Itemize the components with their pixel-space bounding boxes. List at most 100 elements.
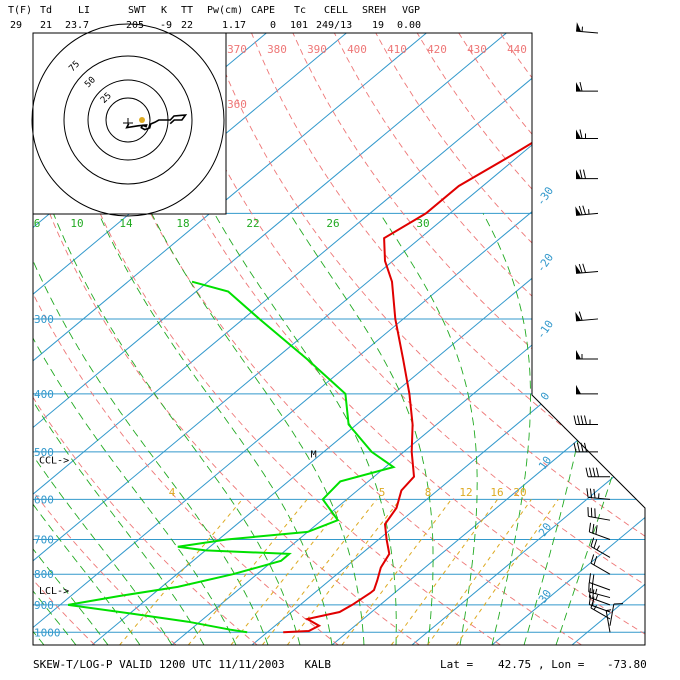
wind-barb: [609, 603, 624, 626]
mixing-ratio-label: 4: [169, 486, 176, 499]
wind-barb-tick: [578, 311, 583, 321]
hdr-td-value: 21: [40, 20, 53, 31]
wind-barb-tick: [589, 488, 593, 498]
hdr-tc-value: 101: [290, 20, 309, 31]
mixing-ratio-label: 5: [379, 486, 386, 499]
wind-barb-staff: [589, 596, 611, 606]
wind-barb-staff: [589, 604, 611, 613]
moist-adiabat: [523, 213, 597, 645]
hdr-swt-value: 205: [126, 20, 145, 31]
wind-barb: [576, 129, 598, 140]
isotherm-line: [33, 33, 427, 645]
dry-adiabat-label: 420: [427, 43, 447, 56]
wind-barb: [585, 467, 610, 478]
wind-barb-tick: [582, 205, 587, 215]
pressure-tick-label: 400: [34, 388, 54, 401]
wind-barb-half-tick: [593, 605, 597, 610]
mixing-ratio-line: [187, 499, 308, 645]
moist-adiabat: [0, 384, 12, 645]
dry-adiabat: [333, 33, 645, 645]
dry-adiabat: [375, 33, 645, 645]
wind-barb-tick: [592, 596, 595, 606]
footer-lon-value: -73.80: [607, 658, 647, 671]
wind-barb-tick: [573, 442, 577, 453]
isotherm-line: [171, 33, 645, 645]
pressure-tick-label: 500: [34, 446, 54, 459]
dry-adiabat-label: 380: [267, 43, 287, 56]
wind-barb-tick: [579, 129, 583, 139]
dry-adiabat: [33, 33, 258, 645]
wind-barb-tick: [588, 522, 592, 533]
moist-adiabat-label: 6: [34, 217, 41, 230]
hodograph-ring: [31, 23, 225, 217]
wind-barb-half-tick: [595, 588, 598, 594]
isotherm-label: 0: [538, 390, 552, 403]
wind-barb: [586, 488, 611, 500]
hdr-cape-value: 0: [270, 20, 277, 31]
wind-barb-tick: [593, 539, 598, 549]
wind-barb-flag: [576, 169, 581, 179]
wind-barb-tick: [577, 442, 580, 453]
level-marker-label: CCL->: [39, 456, 69, 467]
moist-adiabat-label: 22: [246, 217, 259, 230]
wind-barb-flag: [576, 82, 581, 92]
pressure-tick-label: 300: [34, 313, 54, 326]
mixing-ratio-line: [286, 499, 401, 645]
mixing-ratio-label: 20: [513, 486, 526, 499]
hdr-sreh-value: 19: [372, 20, 385, 31]
wind-barb: [588, 582, 611, 599]
dry-adiabat: [458, 33, 645, 645]
hodograph-ring: [105, 97, 151, 143]
moist-adiabat: [98, 213, 333, 645]
hdr-li-label: LI: [78, 5, 91, 16]
wind-barb-tick: [590, 554, 595, 564]
hdr-k-label: K: [161, 5, 168, 16]
dry-adiabat-label: 360: [227, 98, 247, 111]
isotherm-line: [91, 33, 645, 645]
hodograph-trace: [125, 114, 188, 131]
isotherm-line: [652, 33, 680, 645]
dry-adiabat: [292, 33, 645, 645]
hdr-sreh-label: SREH: [362, 5, 387, 16]
wind-barb-tick: [592, 589, 595, 599]
pressure-tick-label: 1000: [34, 626, 61, 639]
isotherm-line: [331, 33, 645, 645]
wind-barb-tick: [590, 537, 595, 547]
hdr-td-label: Td: [40, 5, 53, 16]
wind-barb-tick: [580, 442, 584, 453]
wind-barb-tick: [573, 415, 577, 425]
moist-adiabat: [33, 335, 109, 645]
isotherm-label: -20: [534, 251, 556, 275]
mixing-ratio-line: [455, 499, 559, 645]
dry-adiabat: [416, 33, 645, 645]
wind-barb-staff: [609, 603, 615, 626]
wind-barb-tick: [589, 467, 592, 477]
isotherm-line: [491, 33, 645, 645]
wind-barb-tick: [582, 263, 587, 273]
hdr-pw-value: 1.17: [222, 20, 247, 31]
dry-adiabat-label: 370: [227, 43, 247, 56]
wind-barb-staff: [588, 515, 611, 521]
moist-adiabat-label: 30: [416, 217, 429, 230]
dry-adiabat: [33, 33, 420, 645]
wind-barb-flag: [576, 129, 581, 139]
wind-barb: [576, 22, 599, 34]
isotherm-label: -30: [534, 184, 556, 208]
moist-adiabat: [482, 213, 531, 645]
wind-barb: [573, 442, 598, 453]
dry-adiabat: [209, 33, 645, 645]
isotherm-line: [571, 33, 645, 645]
wind-barb: [590, 554, 611, 575]
mixing-ratio-line: [261, 499, 378, 645]
moist-adiabat: [555, 213, 645, 645]
hdr-vgp-label: VGP: [402, 5, 421, 16]
wind-barb-staff: [588, 591, 611, 599]
moist-adiabat: [52, 213, 301, 645]
wind-barb-half-tick: [595, 594, 599, 600]
wind-barb-tick: [577, 415, 580, 425]
wind-barb-staff: [589, 531, 611, 540]
wind-barb-staff: [590, 545, 611, 558]
mixing-ratio-line: [230, 499, 348, 645]
wind-barb-tick: [592, 523, 595, 534]
